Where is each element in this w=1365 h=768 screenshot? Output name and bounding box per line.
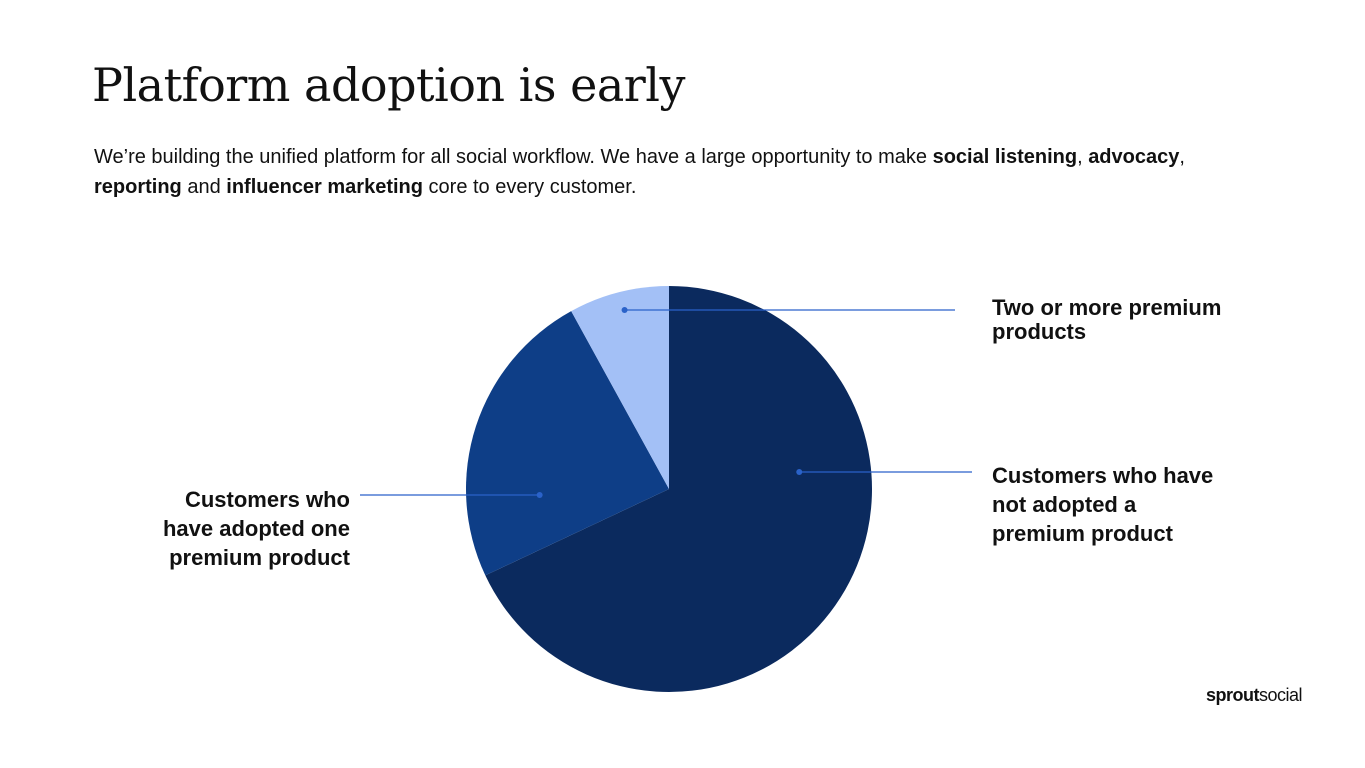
pie-slice [485, 286, 872, 692]
subtitle-text: reporting [94, 176, 182, 198]
logo-text: sprout [1205, 685, 1260, 705]
subtitle-text: and [181, 176, 227, 198]
slice-label: Two or more premium products [992, 295, 1222, 344]
logo: sproutsocial [1205, 685, 1303, 706]
slice-label: Customers who have adopted one premium p… [162, 487, 350, 570]
subtitle-text: , [1077, 146, 1089, 168]
slice-label: Customers who have not adopted a premium… [992, 463, 1214, 546]
slide-title: Platform adoption is early [92, 58, 685, 112]
logo-text: social [1258, 685, 1303, 705]
subtitle-text: social listening [932, 146, 1078, 168]
leader-dot [536, 492, 543, 498]
subtitle-text: advocacy [1088, 146, 1180, 168]
subtitle-text: core to every customer. [422, 176, 637, 198]
subtitle-text: , [1179, 146, 1185, 168]
leader-dot [796, 469, 803, 475]
pie-slice [466, 311, 669, 576]
leader-dot [621, 307, 628, 313]
pie-slice [571, 286, 669, 489]
subtitle-text: influencer marketing [226, 176, 423, 198]
subtitle: We’re building the unified platform for … [94, 142, 1224, 202]
subtitle-text: We’re building the unified platform for … [94, 146, 933, 168]
